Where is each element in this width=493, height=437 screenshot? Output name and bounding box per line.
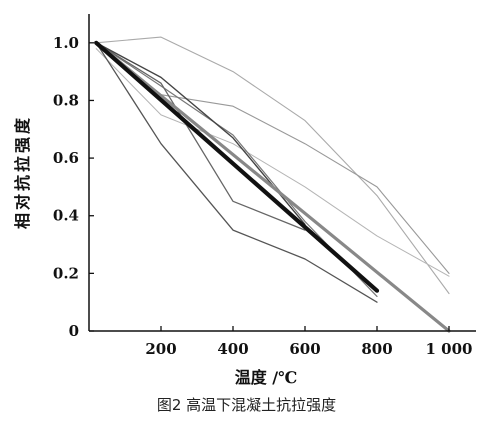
y-tick-label: 0.4 bbox=[53, 207, 79, 225]
y-tick-label: 0 bbox=[69, 322, 79, 340]
x-tick-label: 800 bbox=[361, 340, 392, 358]
x-axis-title: 温度 /℃ bbox=[234, 368, 298, 387]
y-tick-label: 0.8 bbox=[53, 91, 79, 109]
y-axis-title: 相对抗拉强度 bbox=[13, 115, 32, 229]
y-tick-label: 0.6 bbox=[53, 149, 79, 167]
x-tick-label: 1 000 bbox=[426, 340, 473, 358]
series-line-3 bbox=[95, 48, 450, 277]
series-line-6 bbox=[95, 42, 306, 231]
x-tick-label: 200 bbox=[145, 340, 176, 358]
y-tick-label: 1.0 bbox=[53, 34, 79, 52]
series-line-5 bbox=[95, 42, 378, 303]
series-line-7 bbox=[95, 42, 306, 226]
series-line-1 bbox=[95, 36, 450, 295]
x-tick-label: 600 bbox=[289, 340, 320, 358]
chart: 相对抗拉强度 温度 /℃ 200 400 600 800 1 000 0 0.2 0.4 0.6… bbox=[13, 14, 476, 387]
figure-caption: 图2 高温下混凝土抗拉强度 bbox=[156, 396, 337, 414]
y-tick-label: 0.2 bbox=[53, 264, 79, 282]
series-line-9 bbox=[94, 40, 380, 293]
series-line-8 bbox=[94, 41, 451, 333]
x-tick-label: 400 bbox=[217, 340, 248, 358]
